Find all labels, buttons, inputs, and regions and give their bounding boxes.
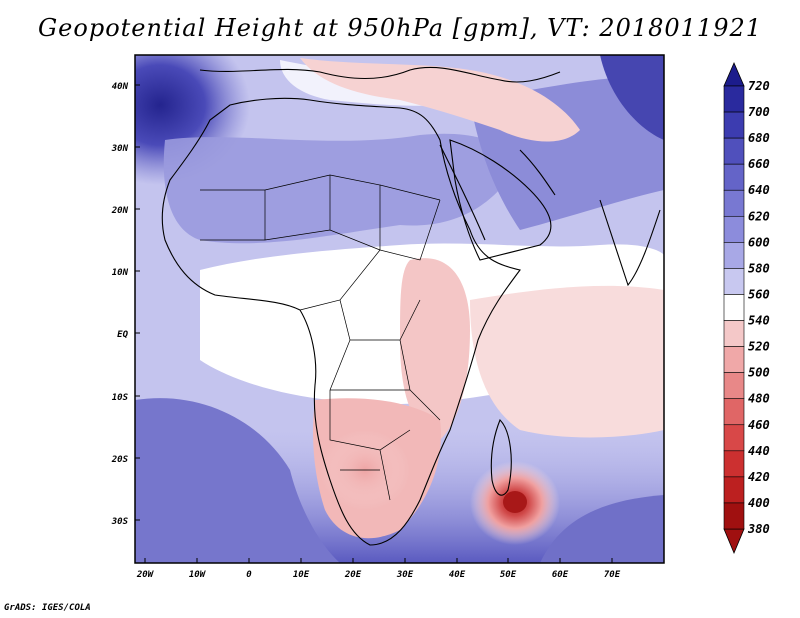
indian-ocean-pink [470, 285, 664, 438]
lat-axis: 40N 30N 20N 10N EQ 10S 20S 30S [111, 82, 140, 527]
colorbar-label: 540 [748, 314, 770, 328]
colorbar-label: 500 [748, 366, 770, 380]
colorbar-label: 400 [748, 496, 770, 510]
arabia-outline [449, 139, 552, 261]
colorbar: 720 700 680 660 640 620 600 580 560 540 520 500 480 4… [723, 61, 770, 555]
lon-label: 20W [136, 570, 155, 580]
lat-label: 20S [111, 455, 129, 465]
colorbar-segment [723, 450, 745, 478]
footer-credit: GrADS: IGES/COLA [4, 603, 91, 613]
map-panel [135, 55, 664, 563]
lat-label: 30S [111, 517, 129, 527]
colorbar-label: 460 [748, 418, 770, 432]
southeast-ocean-blue [540, 495, 664, 563]
coastlines [161, 66, 661, 546]
country-borders [200, 174, 441, 501]
colorbar-segment [723, 215, 745, 243]
himalaya-blue [600, 55, 664, 140]
colorbar-segment [723, 398, 745, 426]
colorbar-segment [723, 189, 745, 217]
colorbar-label: 660 [748, 157, 770, 171]
colorbar-label: 560 [748, 287, 770, 301]
lon-label: 40E [449, 570, 466, 580]
colorbar-label: 480 [748, 392, 770, 406]
lon-axis: 20W 10W 0 10E 20E 30E 40E 50E 60E 70E [136, 558, 621, 580]
southwest-atlantic-blue [135, 398, 340, 563]
colorbar-segment [723, 424, 745, 452]
border-lines [200, 174, 441, 501]
persian-gulf [519, 149, 556, 196]
colorbar-label: 640 [748, 183, 770, 197]
colorbar-top-arrow [723, 61, 745, 87]
lon-label: 50E [500, 570, 517, 580]
colorbar-segment [723, 372, 745, 400]
colorbar-label: 680 [748, 131, 770, 145]
colorbar-label: 580 [748, 261, 770, 275]
lat-label: EQ [117, 330, 128, 340]
red-sea [439, 144, 486, 241]
colorbar-label: 700 [748, 105, 770, 119]
madagascar-outline [490, 419, 512, 496]
lon-label: 0 [246, 570, 252, 580]
colorbar-segment [723, 137, 745, 165]
lat-label: 10S [112, 393, 129, 403]
lon-label: 20E [344, 570, 362, 580]
colorbar-label: 420 [748, 470, 770, 484]
colorbar-segment [723, 85, 745, 113]
colorbar-segment [723, 268, 745, 295]
colorbar-segment [723, 476, 745, 504]
madagascar-low-core [503, 491, 527, 513]
colorbar-bottom-arrow [723, 528, 745, 555]
sahara-blue-zone [163, 133, 521, 244]
lat-label: 40N [112, 82, 129, 92]
colorbar-segment [723, 320, 745, 347]
colorbar-label: 620 [748, 209, 770, 223]
colorbar-segment [723, 163, 745, 191]
colorbar-segment [723, 111, 745, 139]
colorbar-label: 440 [748, 444, 770, 458]
lon-label: 30E [396, 570, 414, 580]
colorbar-segment [723, 502, 745, 530]
colorbar-label: 600 [748, 235, 770, 249]
colorbar-label: 720 [748, 79, 770, 93]
map-title: Geopotential Height at 950hPa [gpm], VT:… [38, 14, 762, 42]
lon-label: 70E [604, 570, 621, 580]
colorbar-segment [723, 294, 745, 321]
colorbar-segment [723, 346, 745, 373]
lat-label: 30N [111, 144, 129, 154]
east-africa-pink [400, 258, 470, 440]
lat-label: 20N [111, 206, 129, 216]
lat-label: 10N [112, 268, 129, 278]
colorbar-label: 380 [747, 522, 770, 536]
lon-label: 60E [552, 570, 569, 580]
africa-coastline [161, 97, 521, 546]
colorbar-segment [723, 242, 745, 269]
colorbar-label: 520 [748, 340, 770, 354]
europe-outline [199, 66, 561, 83]
map-frame [134, 54, 665, 564]
lon-label: 10W [189, 570, 207, 580]
mediterranean-pink [300, 58, 580, 142]
india-outline [599, 199, 661, 287]
lon-label: 10E [293, 570, 310, 580]
